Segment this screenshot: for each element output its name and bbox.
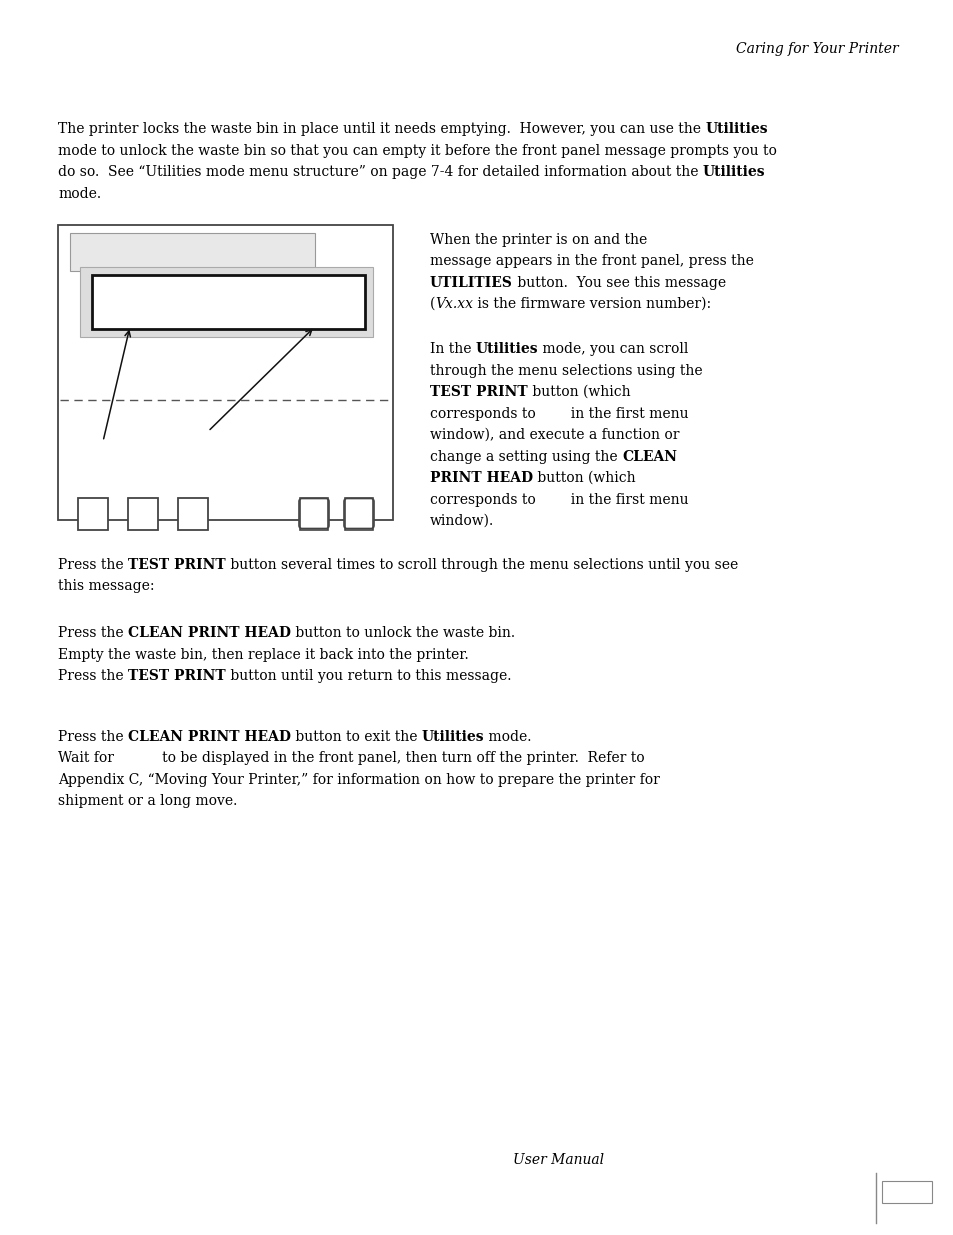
Text: CLEAN PRINT HEAD: CLEAN PRINT HEAD [128,730,291,743]
Bar [178,498,208,530]
Text: mode to unlock the waste bin so that you can empty it before the front panel mes: mode to unlock the waste bin so that you… [58,143,776,158]
Text: Press the: Press the [58,730,128,743]
Bar [80,267,373,336]
Text: do so.  See “Utilities mode menu structure” on page 7-4 for detailed information: do so. See “Utilities mode menu structur… [58,165,702,179]
Text: CLEAN: CLEAN [621,450,677,463]
Text: Utilities: Utilities [702,165,764,179]
Text: button.  You see this message: button. You see this message [513,275,725,289]
Text: PRINT HEAD: PRINT HEAD [430,471,533,485]
Text: button to unlock the waste bin.: button to unlock the waste bin. [291,626,515,640]
Text: mode, you can scroll: mode, you can scroll [537,342,688,356]
Text: User Manual: User Manual [512,1153,603,1167]
Text: button to exit the: button to exit the [291,730,421,743]
FancyBboxPatch shape [298,499,329,529]
Bar [70,232,314,270]
Text: UTILITIES: UTILITIES [430,275,513,289]
Text: In the: In the [430,342,476,356]
Text: shipment or a long move.: shipment or a long move. [58,794,237,808]
Text: Utilities: Utilities [421,730,484,743]
Text: Caring for Your Printer: Caring for Your Printer [736,42,898,56]
Text: window).: window). [430,514,494,529]
Text: When the printer is on and the: When the printer is on and the [430,232,646,247]
Bar [78,498,108,530]
Text: this message:: this message: [58,579,154,593]
Text: (: ( [430,296,435,311]
Text: The printer locks the waste bin in place until it needs emptying.  However, you : The printer locks the waste bin in place… [58,122,704,136]
Text: TEST PRINT: TEST PRINT [128,669,226,683]
Text: TEST PRINT: TEST PRINT [128,557,226,572]
Text: Wait for           to be displayed in the front panel, then turn off the printer: Wait for to be displayed in the front pa… [58,751,644,764]
Text: is the firmware version number):: is the firmware version number): [473,296,711,311]
Text: message appears in the front panel, press the: message appears in the front panel, pres… [430,254,753,268]
Text: Empty the waste bin, then replace it back into the printer.: Empty the waste bin, then replace it bac… [58,648,468,662]
Text: Utilities: Utilities [704,122,767,136]
Text: mode.: mode. [484,730,532,743]
Text: mode.: mode. [58,186,101,200]
Bar [128,498,158,530]
Text: button (which: button (which [533,471,635,485]
Text: change a setting using the: change a setting using the [430,450,621,463]
Text: Appendix C, “Moving Your Printer,” for information on how to prepare the printer: Appendix C, “Moving Your Printer,” for i… [58,773,659,787]
Text: window), and execute a function or: window), and execute a function or [430,429,679,442]
Text: Vx.xx: Vx.xx [435,296,473,311]
Text: button until you return to this message.: button until you return to this message. [226,669,511,683]
Text: Press the: Press the [58,557,128,572]
Text: corresponds to        in the first menu: corresponds to in the first menu [430,406,688,421]
FancyBboxPatch shape [344,499,374,529]
Bar [91,274,365,329]
Text: corresponds to        in the first menu: corresponds to in the first menu [430,493,688,506]
Bar [345,498,373,530]
Bar [882,1181,931,1203]
Text: TEST PRINT: TEST PRINT [430,385,527,399]
Text: button several times to scroll through the menu selections until you see: button several times to scroll through t… [226,557,737,572]
Text: button (which: button (which [527,385,630,399]
Text: CLEAN PRINT HEAD: CLEAN PRINT HEAD [128,626,291,640]
Bar [299,498,328,530]
Text: Press the: Press the [58,626,128,640]
Text: through the menu selections using the: through the menu selections using the [430,363,702,378]
Text: Utilities: Utilities [476,342,537,356]
Bar [58,225,393,520]
Text: Press the: Press the [58,669,128,683]
